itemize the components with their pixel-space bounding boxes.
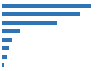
Bar	[2, 12, 80, 16]
Bar	[2, 46, 9, 50]
Bar	[2, 29, 20, 33]
Bar	[2, 4, 91, 8]
Bar	[2, 21, 57, 25]
Bar	[2, 55, 7, 59]
Bar	[2, 63, 4, 67]
Bar	[2, 38, 12, 42]
